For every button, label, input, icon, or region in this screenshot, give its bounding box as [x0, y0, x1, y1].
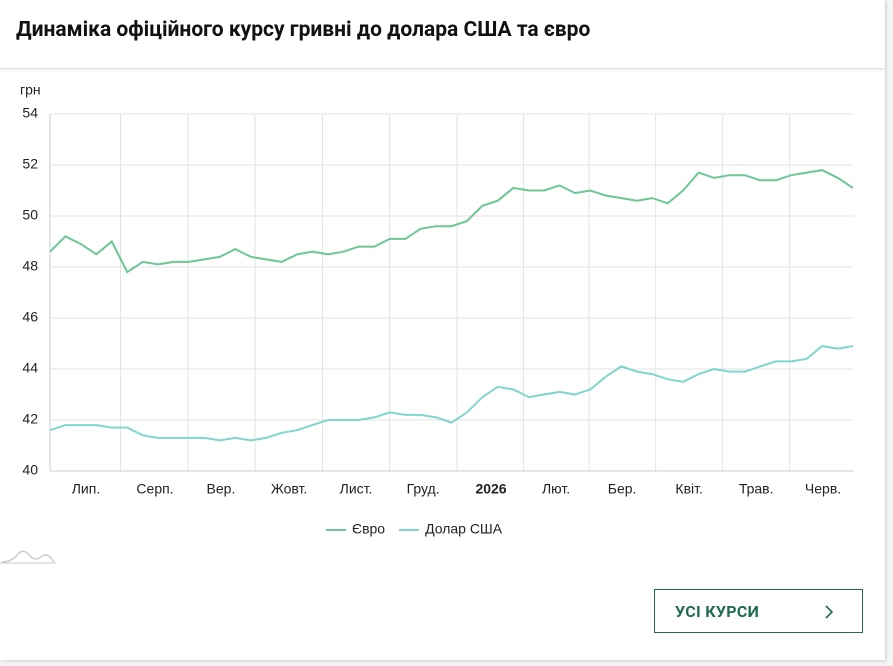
y-axis-label: грн [20, 82, 41, 98]
legend-label: Долар США [425, 521, 503, 537]
series-line [49, 345, 854, 442]
y-tick-label: 50 [22, 207, 38, 223]
series-line [49, 169, 854, 274]
x-tick-label: Серп. [136, 481, 173, 497]
button-label: УСІ КУРСИ [675, 602, 760, 621]
y-tick-label: 46 [22, 309, 38, 325]
x-tick-label: Лип. [72, 481, 100, 497]
x-tick-label: Квіт. [675, 481, 702, 497]
logo [0, 550, 56, 564]
x-tick-label: Лют. [542, 481, 570, 497]
x-tick-label: Вер. [207, 481, 236, 497]
x-tick-label: Черв. [805, 481, 841, 497]
x-tick-label: Жовт. [271, 481, 307, 497]
legend-label: Євро [352, 521, 385, 537]
y-tick-label: 52 [22, 156, 38, 172]
y-tick-label: 44 [22, 360, 38, 376]
x-tick-label: Бер. [608, 481, 637, 497]
title: Динаміка офіційного курсу гривні до дола… [16, 18, 591, 42]
y-tick-label: 48 [22, 258, 38, 274]
all-rates-button[interactable]: УСІ КУРСИ [654, 589, 863, 633]
x-tick-label: 2026 [475, 481, 506, 497]
chart: грн 40 42 44 46 48 50 52 54 Лип. Серп. Вер. Жовт. Лис… [20, 82, 854, 537]
y-tick-label: 40 [22, 462, 38, 478]
header: Динаміка офіційного курсу гривні до дола… [0, 0, 885, 69]
y-tick-label: 42 [22, 411, 38, 427]
x-tick-label: Груд. [407, 481, 440, 497]
y-tick-label: 54 [22, 105, 38, 121]
x-tick-label: Трав. [739, 481, 774, 497]
x-tick-label: Лист. [340, 481, 373, 497]
chevron [825, 605, 834, 619]
